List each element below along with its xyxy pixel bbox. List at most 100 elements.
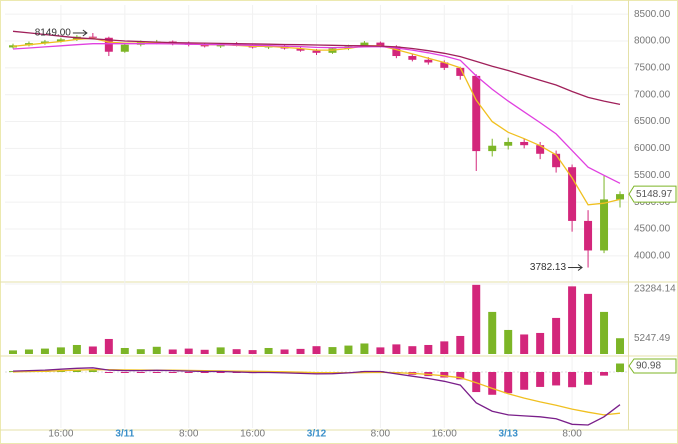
last-value-box (628, 185, 677, 203)
candle-body (312, 50, 321, 53)
candle-body (600, 199, 609, 251)
y-tick-label: 4500.00 (634, 224, 671, 235)
candle-body (408, 56, 417, 60)
candle-body (360, 42, 369, 47)
x-tick-label: 3/11 (115, 429, 134, 440)
candle-body (40, 41, 49, 44)
candle-body (488, 145, 497, 152)
last-value-box (628, 358, 677, 374)
volume-bar (520, 334, 529, 354)
histogram-bar (520, 372, 529, 390)
indicator-line (12, 37, 621, 206)
histogram-bar (120, 372, 129, 373)
volume-bar (536, 332, 545, 354)
candle-body (120, 44, 129, 52)
y-tick-label: 8500.00 (634, 9, 671, 20)
histogram-bar (152, 372, 161, 373)
last-value-label: 90.98 (636, 361, 661, 372)
x-tick-label: 3/13 (498, 429, 518, 440)
candle-body (8, 45, 17, 48)
candle-body (376, 42, 385, 47)
last-value-label: 5148.97 (636, 189, 673, 200)
histogram-bar (488, 372, 497, 395)
volume-bar (440, 341, 449, 354)
histogram-bar (104, 372, 113, 373)
histogram-bar (216, 372, 225, 373)
x-tick-label: 16:00 (240, 429, 265, 440)
candle-body (552, 153, 561, 168)
volume-bar (376, 347, 385, 354)
volume-bar (312, 346, 321, 354)
volume-bar (136, 349, 145, 354)
histogram-bar (456, 372, 465, 380)
histogram-bar (584, 372, 593, 385)
y-tick-label: 8000.00 (634, 36, 671, 47)
volume-bar (56, 347, 65, 354)
candle-body (472, 75, 481, 152)
volume-bar (456, 335, 465, 354)
annotation-label: 8149.00 (35, 28, 72, 39)
labels: 4000.004500.005000.005500.006000.006500.… (35, 9, 677, 440)
candle-body (440, 62, 449, 68)
volume-bar (248, 350, 257, 354)
volume-bar (568, 286, 577, 354)
marks (8, 29, 625, 426)
histogram-bar (168, 372, 177, 373)
x-tick-label: 16:00 (48, 429, 73, 440)
volume-bar (72, 344, 81, 354)
x-tick-label: 8:00 (371, 429, 391, 440)
histogram-bar (72, 370, 81, 372)
histogram-bar (504, 372, 513, 394)
last-value-label: 5247.49 (634, 333, 671, 344)
x-tick-label: 8:00 (179, 429, 199, 440)
candle-body (504, 141, 513, 146)
volume-bar (168, 349, 177, 354)
indicator-line (12, 43, 621, 184)
volume-bar (344, 345, 353, 354)
histogram-bar (440, 372, 449, 378)
volume-bar (392, 344, 401, 354)
histogram-bar (600, 372, 609, 376)
volume-bar (24, 349, 33, 354)
volume-bar (88, 346, 97, 354)
volume-bar (360, 343, 369, 354)
candle-body (520, 141, 529, 146)
x-tick-label: 8:00 (562, 429, 582, 440)
volume-bar (280, 349, 289, 354)
volume-bar (584, 293, 593, 354)
y-tick-label: 6000.00 (634, 143, 671, 154)
volume-bar (408, 346, 417, 354)
volume-bar (264, 347, 273, 354)
candle-body (104, 37, 113, 52)
grid (5, 5, 628, 428)
volume-bar (424, 344, 433, 354)
y-tick-label: 5500.00 (634, 170, 671, 181)
candle-body (424, 59, 433, 63)
volume-bar (504, 329, 513, 354)
candle-body (584, 220, 593, 251)
y-tick-label: 4000.00 (634, 250, 671, 261)
volume-bar (600, 311, 609, 354)
volume-bar (616, 338, 625, 354)
volume-bar (120, 347, 129, 354)
volume-bar (152, 346, 161, 354)
indicator-line (12, 30, 621, 106)
volume-bar (216, 347, 225, 354)
volume-bar (472, 284, 481, 354)
candle-body (56, 39, 65, 42)
histogram-bar (184, 372, 193, 373)
volume-bar (40, 348, 49, 354)
histogram-bar (616, 363, 625, 372)
histogram-bar (136, 372, 145, 373)
candle-body (456, 67, 465, 76)
volume-bar (184, 348, 193, 354)
volume-bar (552, 317, 561, 354)
y-tick-label: 23284.14 (634, 284, 676, 295)
histogram-bar (552, 372, 561, 386)
annotation-arrowhead (82, 29, 88, 37)
volume-bar (200, 349, 209, 354)
x-tick-label: 3/12 (307, 429, 327, 440)
candle-body (568, 167, 577, 221)
y-tick-label: 6500.00 (634, 116, 671, 127)
